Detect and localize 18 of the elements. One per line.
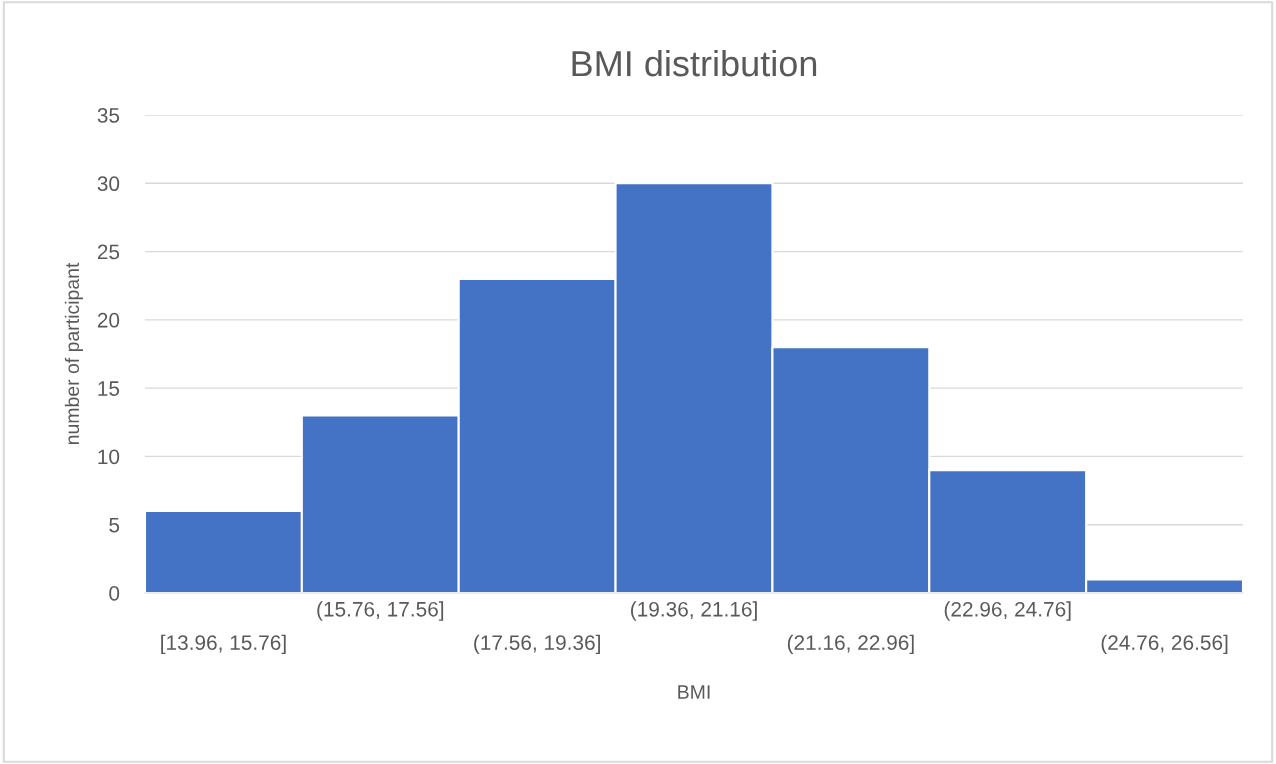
- x-tick-label: (21.16, 22.96]: [787, 634, 914, 655]
- y-axis-title: number of participant: [64, 262, 83, 445]
- y-tick-label: 5: [109, 517, 120, 533]
- y-tick-label: 20: [97, 312, 120, 328]
- x-tick-label: (24.76, 26.56]: [1101, 634, 1228, 655]
- y-tick-label: 10: [98, 449, 120, 465]
- chart-title: BMI distribution: [572, 49, 817, 77]
- y-tick-label: 25: [97, 244, 120, 260]
- x-tick-label: (15.76, 17.56]: [317, 601, 444, 621]
- x-tick-label: [13.96, 15.76]: [161, 634, 286, 655]
- y-tick-label: 30: [97, 176, 120, 192]
- x-axis-title: BMI: [678, 685, 710, 699]
- x-tick-label: (22.96, 24.76]: [944, 601, 1071, 621]
- x-tick-label: (19.36, 21.16]: [631, 601, 757, 621]
- x-tick-label: (17.56, 19.36]: [474, 634, 600, 655]
- y-tick-label: 15: [98, 381, 120, 396]
- y-tick-label: 0: [109, 586, 120, 601]
- y-tick-label: 35: [97, 108, 120, 123]
